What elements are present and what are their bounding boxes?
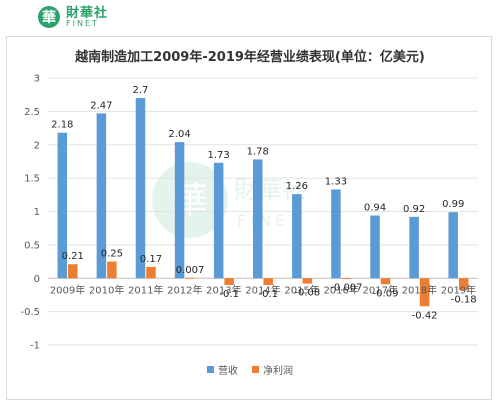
net-profit-data-label: 0.17 [140,254,162,265]
net-profit-data-label: -0.1 [219,289,239,300]
chart-title: 越南制造加工2009年-2019年经营业绩表现(单位：亿美元) [75,50,425,65]
chart-legend: 营收 净利润 [0,362,500,377]
revenue-data-label: 1.78 [247,146,269,157]
legend-label: 营收 [218,366,238,377]
net-profit-bar [458,278,469,291]
y-tick-label: 0 [34,274,40,285]
net-profit-data-label: -0.08 [294,288,320,299]
legend-item: 净利润 [252,362,293,377]
y-tick-label: 0.5 [24,240,40,251]
revenue-data-label: 2.04 [168,129,190,140]
revenue-bar [331,189,341,279]
y-tick-label: 1 [34,207,40,218]
revenue-data-label: 0.92 [403,204,425,215]
revenue-bar [135,98,146,279]
net-profit-bar [185,277,195,279]
y-tick-label: 2 [34,140,40,151]
x-tick-label: 2014年 [245,283,280,296]
y-tick-label: 3 [34,74,40,85]
logo-en-text: FINET [66,18,99,28]
revenue-bar [253,159,263,279]
revenue-bar [57,132,68,279]
net-profit-bar [380,278,391,285]
revenue-bar [174,142,185,279]
net-profit-data-label: 0.007 [176,265,205,276]
net-profit-bar [419,278,430,307]
net-profit-data-label: -0.09 [373,288,399,299]
x-tick-label: 2011年 [128,283,163,296]
revenue-data-label: 2.47 [90,100,112,111]
x-tick-label: 2009年 [50,283,85,296]
revenue-bar [96,113,107,279]
legend-swatch [207,366,214,373]
y-tick-label: -0.5 [20,307,40,318]
logo-mark: 華 [38,6,60,28]
net-profit-bar [68,264,78,279]
x-tick-label: 2016年 [323,283,358,296]
chart-frame [6,36,492,400]
x-tick-label: 2010年 [89,283,124,296]
revenue-data-label: 0.99 [442,199,464,210]
y-tick-label: -1 [30,341,40,352]
net-profit-data-label: -0.1 [258,289,278,300]
revenue-bar [448,212,458,279]
revenue-data-label: 1.26 [286,181,308,192]
legend-label: 净利润 [263,366,293,377]
x-tick-label: 2012年 [167,283,202,296]
net-profit-bar [302,278,313,284]
y-tick-label: 2.5 [24,107,40,118]
legend-item: 营收 [207,362,238,377]
x-tick-label: 2015年 [284,283,319,296]
net-profit-data-label: 0.21 [62,251,84,262]
net-profit-data-label: -0.007 [330,283,362,294]
logo-cn-text: 財華社 [66,5,109,21]
revenue-data-label: 1.73 [208,150,230,161]
net-profit-data-label: -0.42 [412,310,438,321]
legend-swatch [252,366,259,373]
revenue-data-label: 1.33 [325,176,347,187]
x-tick-label: 2017年 [363,283,398,296]
revenue-bar [213,162,224,279]
x-tick-label: 2019年 [441,283,476,296]
revenue-data-label: 0.94 [364,203,386,214]
net-profit-data-label: 0.25 [101,249,123,260]
revenue-data-label: 2.18 [51,120,73,131]
net-profit-bar [341,278,352,280]
y-tick-label: 1.5 [24,174,40,185]
revenue-bar [370,215,380,279]
x-tick-label: 2013年 [206,283,241,296]
net-profit-bar [146,266,156,279]
net-profit-bar [263,278,273,285]
net-profit-bar [107,261,117,279]
revenue-data-label: 2.7 [133,85,149,96]
revenue-bar [292,194,302,279]
revenue-bar [409,216,419,279]
net-profit-bar [224,278,234,285]
x-tick-label: 2018年 [402,283,437,296]
net-profit-data-label: -0.18 [451,294,477,305]
finet-logo: 華 財華社 FINET [38,6,108,28]
